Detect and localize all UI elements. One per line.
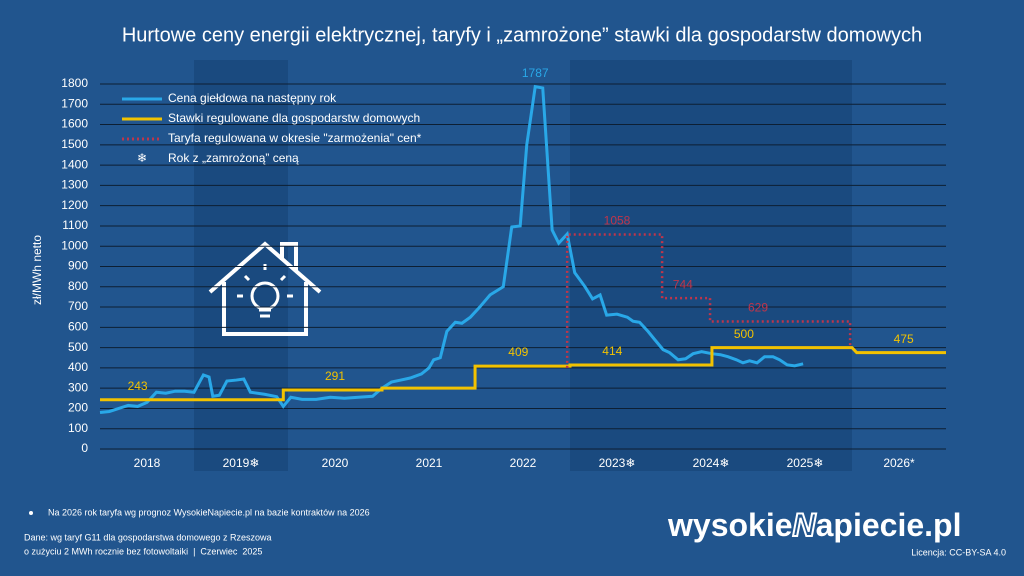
value-label: 1787 [522, 66, 549, 80]
value-label: 475 [894, 332, 914, 346]
x-tick-label: 2019❄ [223, 456, 260, 470]
y-tick-label: 500 [68, 340, 88, 354]
x-tick-label: 2026* [883, 456, 915, 470]
series-line [100, 346, 946, 402]
y-tick-label: 1000 [61, 238, 88, 252]
y-tick-label: 700 [68, 299, 88, 313]
value-label: 409 [508, 345, 528, 359]
frozen-band [758, 60, 852, 471]
y-tick-label: 0 [81, 441, 88, 455]
value-label: 414 [602, 344, 622, 358]
x-tick-label: 2023❄ [599, 456, 636, 470]
y-tick-label: 1500 [61, 137, 88, 151]
legend-label: Stawki regulowane dla gospodarstw domowy… [168, 111, 420, 125]
value-label: 291 [325, 369, 345, 383]
y-axis-label: zł/MWh netto [30, 235, 44, 305]
x-tick-label: 2024❄ [693, 456, 730, 470]
y-tick-label: 200 [68, 401, 88, 415]
y-tick-label: 100 [68, 421, 88, 435]
x-tick-label: 2021 [416, 456, 443, 470]
y-tick-label: 600 [68, 320, 88, 334]
x-tick-label: 2025❄ [787, 456, 824, 470]
y-tick-label: 1600 [61, 117, 88, 131]
y-tick-label: 400 [68, 360, 88, 374]
y-tick-label: 1300 [61, 178, 88, 192]
series-line [565, 233, 852, 368]
chart-title: Hurtowe ceny energii elektrycznej, taryf… [122, 24, 922, 46]
source: Dane: wg taryf G11 dla gospodarstwa domo… [24, 532, 271, 542]
value-label: 1058 [604, 214, 631, 228]
frozen-band [664, 60, 758, 471]
y-tick-label: 1700 [61, 96, 88, 110]
logo: wysokieNapiecie.pl [667, 507, 961, 543]
source: o zużyciu 2 MWh rocznie bez fotowoltaiki… [24, 546, 262, 556]
legend-label: Cena giełdowa na następny rok [168, 91, 337, 105]
y-tick-label: 300 [68, 380, 88, 394]
frozen-band [570, 60, 664, 471]
y-tick-label: 1800 [61, 76, 88, 90]
y-tick-label: 900 [68, 259, 88, 273]
series-line [99, 84, 804, 414]
legend-label: Rok z „zamrożoną” ceną [168, 151, 299, 165]
value-label: 629 [748, 301, 768, 315]
value-label: 500 [734, 327, 754, 341]
legend-symbol: ❄ [137, 151, 147, 165]
legend: Cena giełdowa na następny rok Stawki regu… [122, 91, 422, 165]
x-tick-label: 2022 [510, 456, 537, 470]
x-tick-label: 2020 [322, 456, 349, 470]
y-tick-label: 800 [68, 279, 88, 293]
y-tick-label: 1200 [61, 198, 88, 212]
y-tick-label: 1100 [62, 218, 88, 232]
x-tick-label: 2018 [134, 456, 161, 470]
value-label: 744 [673, 277, 693, 291]
value-label: 243 [128, 379, 148, 393]
y-tick-label: 1400 [61, 157, 88, 171]
license: Licencja: CC-BY-SA 4.0 [911, 547, 1006, 557]
footnote: Na 2026 rok taryfa wg prognoz WysokieNap… [48, 507, 370, 517]
legend-label: Taryfa regulowana w okresie "zarmożenia"… [168, 131, 422, 145]
bullet [29, 511, 33, 515]
